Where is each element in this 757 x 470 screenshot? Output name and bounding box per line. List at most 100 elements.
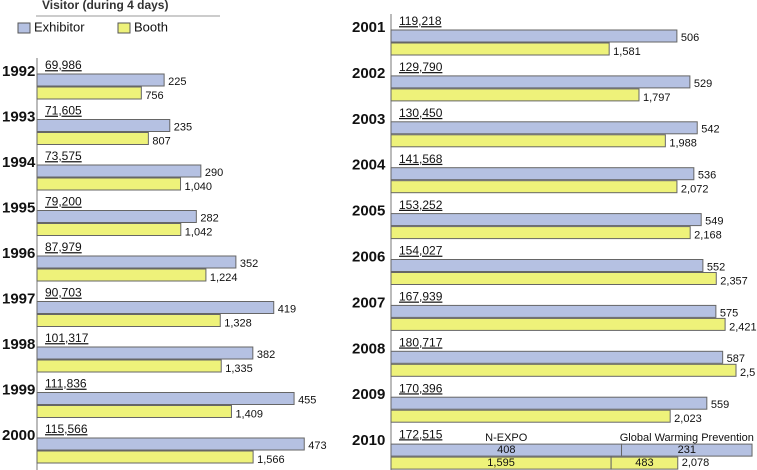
exhibitor-value: 536 [698,170,716,182]
booth-value: 1,595 [487,457,515,469]
exhibitor-value: 549 [705,216,723,228]
booth-value: 2,072 [681,184,709,196]
visitor-label: 90,703 [45,286,82,300]
year-label: 2005 [352,203,385,220]
booth-value: 756 [145,90,163,102]
booth-value: 2,357 [720,275,748,287]
exhibitor-value: 542 [701,124,719,136]
exhibitor-bar [36,437,305,451]
exhibitor-value: 231 [678,444,696,456]
visitor-label: 111,836 [45,377,87,391]
booth-value: 807 [152,135,170,147]
chart-title: Visitor (during 4 days) [42,0,168,12]
legend-swatch [117,22,131,34]
exhibitor-bar [36,164,202,178]
exhibitor-value: 575 [720,307,738,319]
exhibitor-value: 282 [200,212,218,224]
exhibitor-bar [390,167,695,181]
year-label: 2001 [352,19,385,36]
exhibitor-bar [36,119,171,132]
year-label: 1998 [2,336,35,353]
legend-label: Booth [134,19,168,34]
exhibitor-value: 290 [205,167,223,179]
visitor-label: 130,450 [399,106,443,120]
year-label: 1992 [2,63,35,80]
booth-value: 1,328 [224,317,252,329]
booth-bar [610,456,679,470]
year-label: 2000 [2,427,35,444]
booth-value: 1,224 [210,272,238,284]
visitor-label: 119,218 [399,14,442,28]
exhibitor-value: 352 [240,258,258,270]
visitor-label: 87,979 [45,240,82,254]
exhibitor-bar [390,29,678,43]
year-label: 2007 [352,294,385,311]
booth-value: 1,335 [225,363,253,375]
booth-bar [36,132,149,145]
exhibitor-value: 529 [694,78,712,90]
visitor-label: 170,396 [399,381,443,395]
visitor-label: 115,566 [45,422,88,436]
booth-value: 2,023 [674,413,702,425]
legend-label: Exhibitor [34,19,85,34]
exhibitor-value: 382 [257,349,275,361]
visitor-label: 167,939 [399,290,443,304]
visitor-label: 153,252 [399,198,443,212]
exhibitor-value: 506 [681,32,699,44]
year-label: 1994 [2,154,36,171]
exhibitor-value: 419 [278,303,296,315]
visitor-label: 69,986 [45,58,82,72]
visitor-label: 71,605 [45,104,82,118]
booth-bar [390,363,737,377]
booth-value: 483 [635,457,653,469]
booth-value: 1,988 [669,138,697,150]
exhibitor-bar [390,121,698,135]
exhibitor-bar [36,73,165,87]
booth-value: 1,409 [235,408,263,420]
exhibitor-value: 225 [168,76,186,88]
group-label: N-EXPO [485,432,528,444]
exhibitor-value: 455 [298,394,316,406]
booth-bar [36,314,221,327]
booth-bar [36,359,222,373]
exhibitor-value: 587 [727,353,745,365]
exhibitor-bar [36,301,275,314]
booth-total: 2,078 [682,457,710,469]
booth-value: 1,042 [185,226,213,238]
group-label: Global Warming Prevention [620,432,754,444]
year-label: 1993 [2,108,35,125]
year-label: 2004 [352,157,386,174]
exhibitor-bar [390,396,708,410]
booth-bar [390,317,726,331]
exhibitor-bar [390,259,704,272]
booth-bar [36,450,254,464]
booth-value: 1,797 [643,92,671,104]
booth-bar [36,223,182,236]
booth-value: 1,581 [613,46,641,58]
visitor-label: 154,027 [399,244,443,258]
booth-bar [390,134,666,148]
booth-value: 2,168 [694,230,722,242]
exhibitor-bar [36,210,197,223]
booth-bar [390,180,678,194]
year-label: 1997 [2,290,35,307]
exhibitor-bar [36,255,237,269]
year-label: 2009 [352,386,385,403]
exhibitor-value: 408 [497,444,515,456]
visitor-label: 101,317 [45,331,89,345]
year-label: 2010 [352,432,385,449]
exhibitor-value: 473 [308,440,326,452]
visitor-label: 172,515 [399,427,443,441]
booth-value: 1,566 [257,454,285,466]
visitor-label: 141,568 [399,152,443,166]
legend-swatch [17,22,31,34]
exhibitor-value: 552 [707,261,725,273]
visitor-label: 73,575 [45,149,82,163]
booth-bar [390,272,717,285]
booth-bar [36,86,142,100]
booth-value: 1,040 [185,181,213,193]
year-label: 1995 [2,199,35,216]
booth-bar [36,177,182,191]
exhibitor-value: 559 [711,399,729,411]
booth-bar [36,405,232,418]
